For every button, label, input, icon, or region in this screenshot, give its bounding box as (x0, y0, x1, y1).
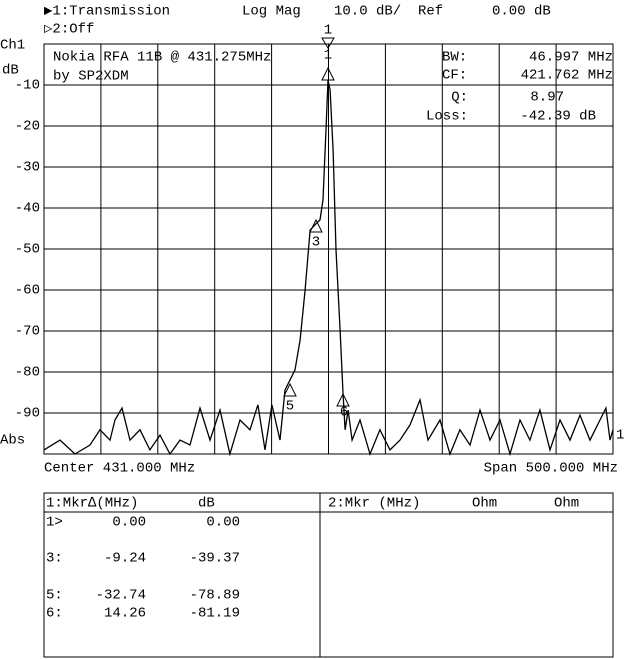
info-author: by SP2XDM (53, 69, 129, 85)
ref-label: Ref (418, 4, 443, 20)
table-cell: -32.74 (96, 588, 146, 604)
table-cell: 6: (46, 606, 63, 622)
y-tick-label: -10 (15, 78, 40, 94)
table-cell: 1> (46, 515, 63, 531)
y-tick-label: -40 (15, 201, 40, 217)
y-tick-label: -20 (15, 119, 40, 135)
marker-symbol (283, 382, 297, 397)
table-header: 2:Mkr (MHz) (328, 496, 420, 512)
table-header: dB (198, 496, 215, 512)
table-cell: -81.19 (190, 606, 240, 622)
table-cell: 5: (46, 588, 63, 604)
marker-label: 6 (340, 405, 348, 421)
table-header: Ohm (472, 496, 497, 512)
cf-value: 421.762 MHz (521, 68, 613, 84)
marker-symbol (321, 66, 335, 81)
unit-label: dB (2, 63, 19, 79)
abs-label: Abs (0, 433, 25, 449)
ref-value: 0.00 dB (492, 4, 551, 20)
y-tick-label: -70 (15, 324, 40, 340)
center-label: Center 431.000 MHz (44, 461, 195, 477)
marker-label: 3 (312, 235, 320, 251)
table-header: 1:Mkr∆(MHz) (46, 496, 138, 512)
marker-label: 5 (286, 399, 294, 415)
q-label: Q: (451, 90, 468, 106)
loss-label: Loss: (426, 109, 468, 125)
bw-label: BW: (442, 50, 467, 66)
table-header: Ohm (554, 496, 579, 512)
channel1: ▶1:Transmission (44, 4, 170, 20)
table-cell: 0.00 (112, 515, 146, 531)
table-cell: 0.00 (206, 515, 240, 531)
ref-marker: 1 (616, 428, 624, 444)
table-cell: -9.24 (104, 551, 146, 567)
marker-symbol (336, 392, 350, 407)
y-tick-label: -80 (15, 365, 40, 381)
table-cell: -78.89 (190, 588, 240, 604)
loss-value: -42.39 dB (520, 109, 596, 125)
marker-symbol (309, 218, 323, 233)
table-cell: -39.37 (190, 551, 240, 567)
q-value: 8.97 (530, 90, 564, 106)
table-cell: 3: (46, 551, 63, 567)
cf-label: CF: (442, 68, 467, 84)
y-tick-label: -60 (15, 283, 40, 299)
table-cell: 14.26 (104, 606, 146, 622)
y-tick-label: -50 (15, 242, 40, 258)
marker-table (43, 492, 614, 658)
y-tick-label: -90 (15, 406, 40, 422)
span-label: Span 500.000 MHz (484, 461, 618, 477)
format: Log Mag (242, 4, 301, 20)
marker-symbol (321, 37, 335, 49)
channel-label: Ch1 (0, 38, 25, 54)
channel2: ▷2:Off (44, 22, 94, 38)
y-tick-label: -30 (15, 160, 40, 176)
marker-label: 1 (324, 48, 332, 64)
marker-label: 1 (324, 23, 332, 39)
info-title: Nokia RFA 11B @ 431.275MHz (53, 50, 271, 66)
bw-value: 46.997 MHz (529, 50, 613, 66)
trace (43, 79, 614, 457)
scale: 10.0 dB/ (334, 4, 401, 20)
